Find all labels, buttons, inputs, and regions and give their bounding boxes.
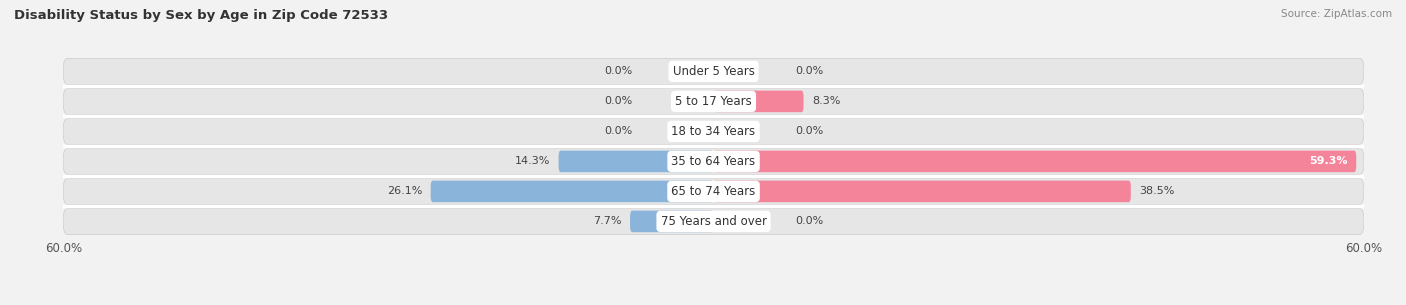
FancyBboxPatch shape: [63, 88, 1364, 114]
Text: 0.0%: 0.0%: [605, 66, 633, 76]
FancyBboxPatch shape: [63, 58, 1364, 84]
Text: 14.3%: 14.3%: [515, 156, 550, 167]
Text: 38.5%: 38.5%: [1139, 186, 1175, 196]
Text: 0.0%: 0.0%: [794, 126, 823, 136]
Text: Disability Status by Sex by Age in Zip Code 72533: Disability Status by Sex by Age in Zip C…: [14, 9, 388, 22]
Text: 7.7%: 7.7%: [593, 217, 621, 226]
Text: Source: ZipAtlas.com: Source: ZipAtlas.com: [1281, 9, 1392, 19]
FancyBboxPatch shape: [713, 151, 1357, 172]
FancyBboxPatch shape: [63, 208, 1364, 235]
FancyBboxPatch shape: [63, 118, 1364, 145]
FancyBboxPatch shape: [63, 148, 1364, 174]
Text: 0.0%: 0.0%: [794, 217, 823, 226]
FancyBboxPatch shape: [630, 210, 713, 232]
Text: 0.0%: 0.0%: [794, 66, 823, 76]
Text: 59.3%: 59.3%: [1309, 156, 1347, 167]
FancyBboxPatch shape: [558, 151, 713, 172]
Text: 65 to 74 Years: 65 to 74 Years: [672, 185, 755, 198]
FancyBboxPatch shape: [430, 181, 713, 202]
FancyBboxPatch shape: [713, 91, 803, 112]
Text: 5 to 17 Years: 5 to 17 Years: [675, 95, 752, 108]
FancyBboxPatch shape: [63, 178, 1364, 204]
Text: 18 to 34 Years: 18 to 34 Years: [672, 125, 755, 138]
Text: 35 to 64 Years: 35 to 64 Years: [672, 155, 755, 168]
Text: 0.0%: 0.0%: [605, 96, 633, 106]
Text: 8.3%: 8.3%: [813, 96, 841, 106]
Text: Under 5 Years: Under 5 Years: [672, 65, 755, 78]
Text: 0.0%: 0.0%: [605, 126, 633, 136]
FancyBboxPatch shape: [713, 181, 1130, 202]
Text: 26.1%: 26.1%: [387, 186, 422, 196]
Text: 75 Years and over: 75 Years and over: [661, 215, 766, 228]
